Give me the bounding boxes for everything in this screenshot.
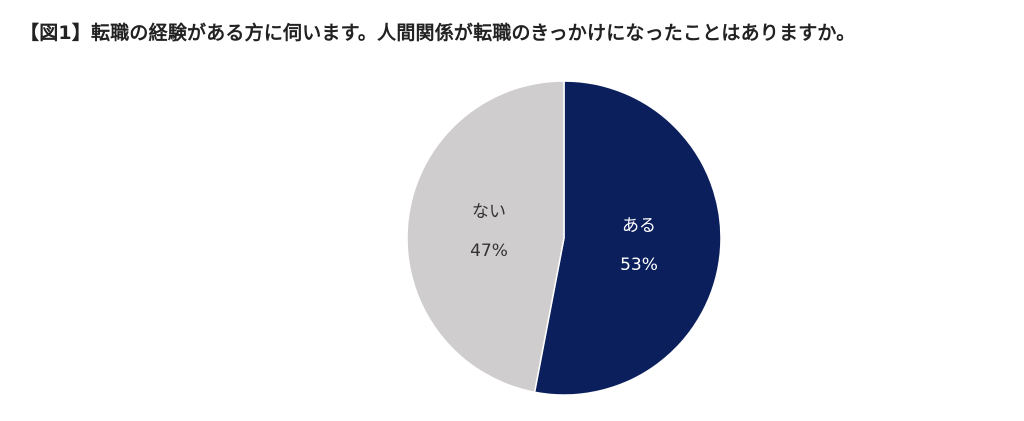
slice-name-label-2: ない bbox=[472, 202, 506, 222]
pie-slice-1 bbox=[533, 80, 722, 396]
chart-title: 【図1】転職の経験がある方に伺います。人間関係が転職のきっかけになったことはあり… bbox=[20, 22, 856, 44]
pie-slices bbox=[406, 80, 722, 396]
pie-slice-2 bbox=[406, 80, 565, 394]
slice-value-label-1: 53% bbox=[620, 255, 658, 275]
pie-labels: ある 53% ない 47% bbox=[470, 202, 658, 275]
slice-value-label-2: 47% bbox=[470, 241, 508, 261]
slice-name-label-1: ある bbox=[622, 216, 656, 236]
